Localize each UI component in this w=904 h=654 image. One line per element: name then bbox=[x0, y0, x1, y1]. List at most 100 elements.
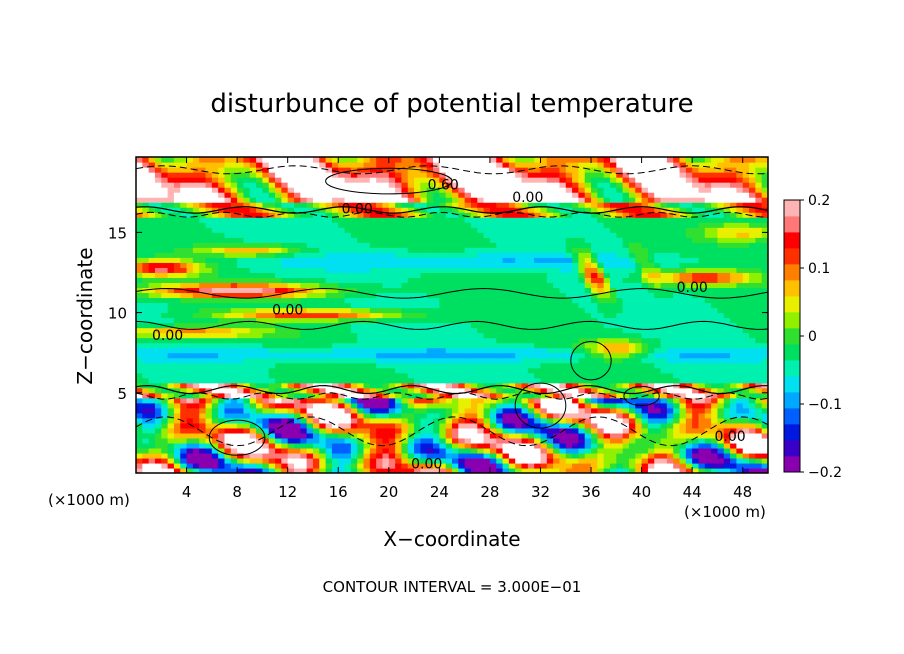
heatmap-cell bbox=[249, 252, 257, 258]
heatmap-cell bbox=[350, 362, 358, 369]
heatmap-cell bbox=[477, 287, 485, 294]
heatmap-cell bbox=[186, 457, 194, 464]
heatmap-cell bbox=[628, 432, 636, 439]
heatmap-cell bbox=[597, 237, 605, 243]
heatmap-cell bbox=[388, 457, 396, 464]
heatmap-cell bbox=[559, 302, 567, 309]
heatmap-cell bbox=[268, 312, 276, 319]
heatmap-cell bbox=[256, 402, 263, 409]
heatmap-cell bbox=[578, 362, 586, 369]
heatmap-cell bbox=[180, 222, 188, 228]
heatmap-cell bbox=[565, 332, 573, 339]
heatmap-cell bbox=[464, 237, 472, 243]
heatmap-cell bbox=[199, 312, 207, 319]
heatmap-cell bbox=[496, 237, 504, 243]
heatmap-cell bbox=[553, 367, 561, 374]
heatmap-cell bbox=[527, 392, 535, 399]
heatmap-cell bbox=[401, 357, 409, 364]
heatmap-cell bbox=[521, 337, 529, 344]
heatmap-cell bbox=[281, 332, 289, 339]
heatmap-cell bbox=[546, 237, 554, 243]
heatmap-cell bbox=[243, 387, 251, 394]
heatmap-cell bbox=[344, 327, 352, 334]
heatmap-cell bbox=[565, 232, 573, 238]
heatmap-cell bbox=[154, 227, 162, 233]
heatmap-cell bbox=[559, 397, 567, 404]
heatmap-cell bbox=[458, 262, 466, 268]
heatmap-cell bbox=[224, 467, 232, 473]
heatmap-cell bbox=[622, 287, 630, 294]
heatmap-cell bbox=[591, 367, 598, 374]
heatmap-cell bbox=[218, 317, 226, 324]
heatmap-cell bbox=[578, 327, 586, 334]
heatmap-cell bbox=[136, 347, 143, 354]
heatmap-cell bbox=[578, 277, 586, 283]
heatmap-cell bbox=[679, 392, 687, 399]
heatmap-cell bbox=[736, 272, 744, 278]
heatmap-cell bbox=[654, 362, 662, 369]
heatmap-cell bbox=[723, 267, 731, 273]
heatmap-cell bbox=[572, 437, 579, 444]
heatmap-cell bbox=[483, 387, 491, 394]
heatmap-cell bbox=[616, 367, 624, 374]
heatmap-cell bbox=[610, 312, 617, 319]
heatmap-cell bbox=[268, 307, 276, 314]
heatmap-cell bbox=[502, 407, 510, 414]
heatmap-cell bbox=[489, 287, 497, 294]
heatmap-cell bbox=[136, 287, 143, 294]
heatmap-cell bbox=[199, 332, 207, 339]
heatmap-cell bbox=[224, 332, 232, 339]
heatmap-cell bbox=[679, 287, 687, 294]
heatmap-cell bbox=[452, 332, 459, 339]
heatmap-cell bbox=[749, 452, 756, 459]
heatmap-cell bbox=[584, 467, 592, 473]
heatmap-cell bbox=[420, 407, 428, 414]
heatmap-cell bbox=[338, 422, 346, 429]
heatmap-cell bbox=[211, 307, 219, 314]
heatmap-cell bbox=[616, 332, 624, 339]
heatmap-cell bbox=[654, 242, 662, 248]
heatmap-cell bbox=[572, 422, 579, 429]
heatmap-cell bbox=[205, 417, 213, 424]
heatmap-cell bbox=[654, 442, 662, 449]
heatmap-cell bbox=[704, 397, 712, 404]
heatmap-cell bbox=[249, 397, 257, 404]
heatmap-cell bbox=[331, 312, 339, 319]
heatmap-cell bbox=[673, 337, 681, 344]
heatmap-cell bbox=[186, 302, 194, 309]
heatmap-cell bbox=[464, 327, 472, 334]
heatmap-cell bbox=[395, 447, 403, 454]
heatmap-cell bbox=[281, 242, 289, 248]
heatmap-cell bbox=[256, 452, 263, 459]
heatmap-cell bbox=[496, 342, 504, 349]
heatmap-cell bbox=[565, 292, 573, 299]
heatmap-cell bbox=[502, 312, 510, 319]
heatmap-cell bbox=[565, 307, 573, 314]
heatmap-cell bbox=[426, 237, 434, 243]
heatmap-cell bbox=[344, 457, 352, 464]
heatmap-cell bbox=[395, 347, 403, 354]
heatmap-cell bbox=[698, 367, 706, 374]
heatmap-cell bbox=[483, 262, 491, 268]
heatmap-cell bbox=[161, 357, 169, 364]
heatmap-cell bbox=[647, 292, 655, 299]
heatmap-cell bbox=[287, 432, 295, 439]
heatmap-cell bbox=[610, 422, 617, 429]
heatmap-cell bbox=[496, 412, 504, 419]
heatmap-cell bbox=[704, 392, 712, 399]
heatmap-cell bbox=[502, 297, 510, 304]
heatmap-cell bbox=[376, 242, 384, 248]
heatmap-cell bbox=[723, 457, 731, 464]
heatmap-cell bbox=[692, 247, 700, 253]
heatmap-cell bbox=[382, 462, 390, 469]
heatmap-cell bbox=[527, 402, 535, 409]
heatmap-cell bbox=[363, 267, 371, 273]
heatmap-cell bbox=[489, 447, 497, 454]
heatmap-cell bbox=[597, 317, 605, 324]
heatmap-cell bbox=[312, 427, 320, 434]
heatmap-cell bbox=[584, 347, 592, 354]
heatmap-cell bbox=[306, 397, 314, 404]
heatmap-cell bbox=[407, 367, 415, 374]
heatmap-cell bbox=[698, 322, 706, 329]
heatmap-cell bbox=[275, 407, 282, 414]
